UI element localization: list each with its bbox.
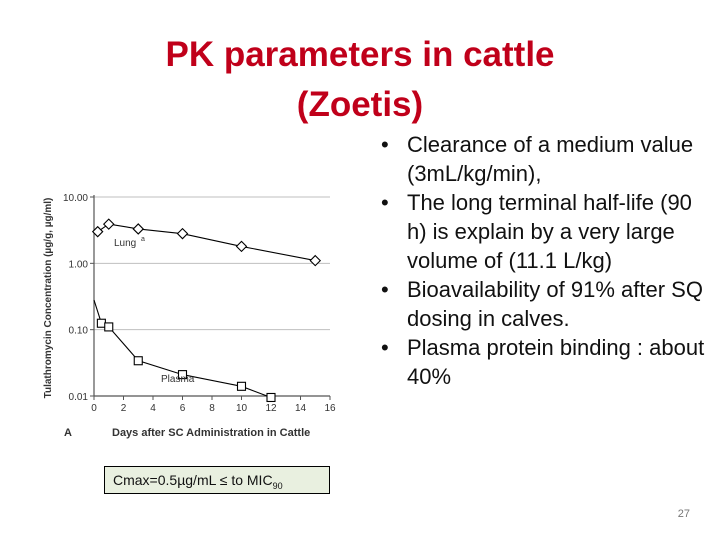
cmax-subscript: 90 [272,480,283,491]
bullet-clearance: Clearance of a medium value (3mL/kg/min)… [378,130,708,188]
concentration-chart: 0.01 0.10 1.00 10.00 0 2 4 6 8 10 12 14 16 Days after… [43,193,336,439]
x-tick-label: 4 [150,403,156,414]
data-point-lung [309,254,322,267]
y-axis-label: Tulathromycin Concentration (µg/g, µg/ml… [43,198,54,399]
cmax-box: Cmax=0.5µg/mL ≤ to MIC90 [104,466,330,494]
x-tick-label: 2 [121,403,127,414]
cmax-text: Cmax=0.5µg/mL ≤ to MIC [113,472,273,488]
y-tick-label: 0.01 [69,392,89,403]
data-point-lung [102,218,115,230]
x-tick-label: 0 [91,403,97,414]
slide-title: PK parameters in cattle (Zoetis) [110,30,610,130]
y-tick-label: 1.00 [69,259,89,270]
series-label-plasma: Plasma [161,374,195,385]
data-point-lung [91,225,104,238]
data-point-lung [132,223,145,235]
data-point-plasma [104,322,114,332]
data-point-plasma [236,381,247,391]
x-axis-label: Days after SC Administration in Cattle [112,427,310,439]
x-tick-label: 16 [324,403,336,414]
series-label-lung: Lung [114,238,136,249]
panel-label: A [64,427,72,439]
y-tick-label: 0.10 [69,326,89,337]
x-tick-label: 10 [236,403,248,414]
x-tick-label: 6 [180,403,186,414]
bullet-half-life: The long terminal half-life (90 h) is ex… [378,188,708,275]
page-number: 27 [677,508,690,520]
x-tick-label: 14 [295,403,307,414]
x-tick-label: 12 [265,403,277,414]
title-line-1: PK parameters in cattle [165,35,555,74]
bullet-list: Clearance of a medium value (3mL/kg/min)… [378,130,708,391]
bullet-protein-binding: Plasma protein binding : about 40% [378,333,708,391]
data-point-plasma [177,370,188,380]
title-line-2: (Zoetis) [296,85,424,124]
data-point-plasma [266,392,276,403]
data-point-plasma [96,318,106,328]
data-point-lung [176,227,189,240]
x-tick-label: 8 [209,403,215,414]
y-tick-label: 10.00 [63,193,88,204]
series-label-lung-superscript: a [141,236,145,243]
data-point-lung [235,240,248,253]
data-point-plasma [133,356,143,366]
bullet-bioavailability: Bioavailability of 91% after SQ dosing i… [378,275,708,333]
